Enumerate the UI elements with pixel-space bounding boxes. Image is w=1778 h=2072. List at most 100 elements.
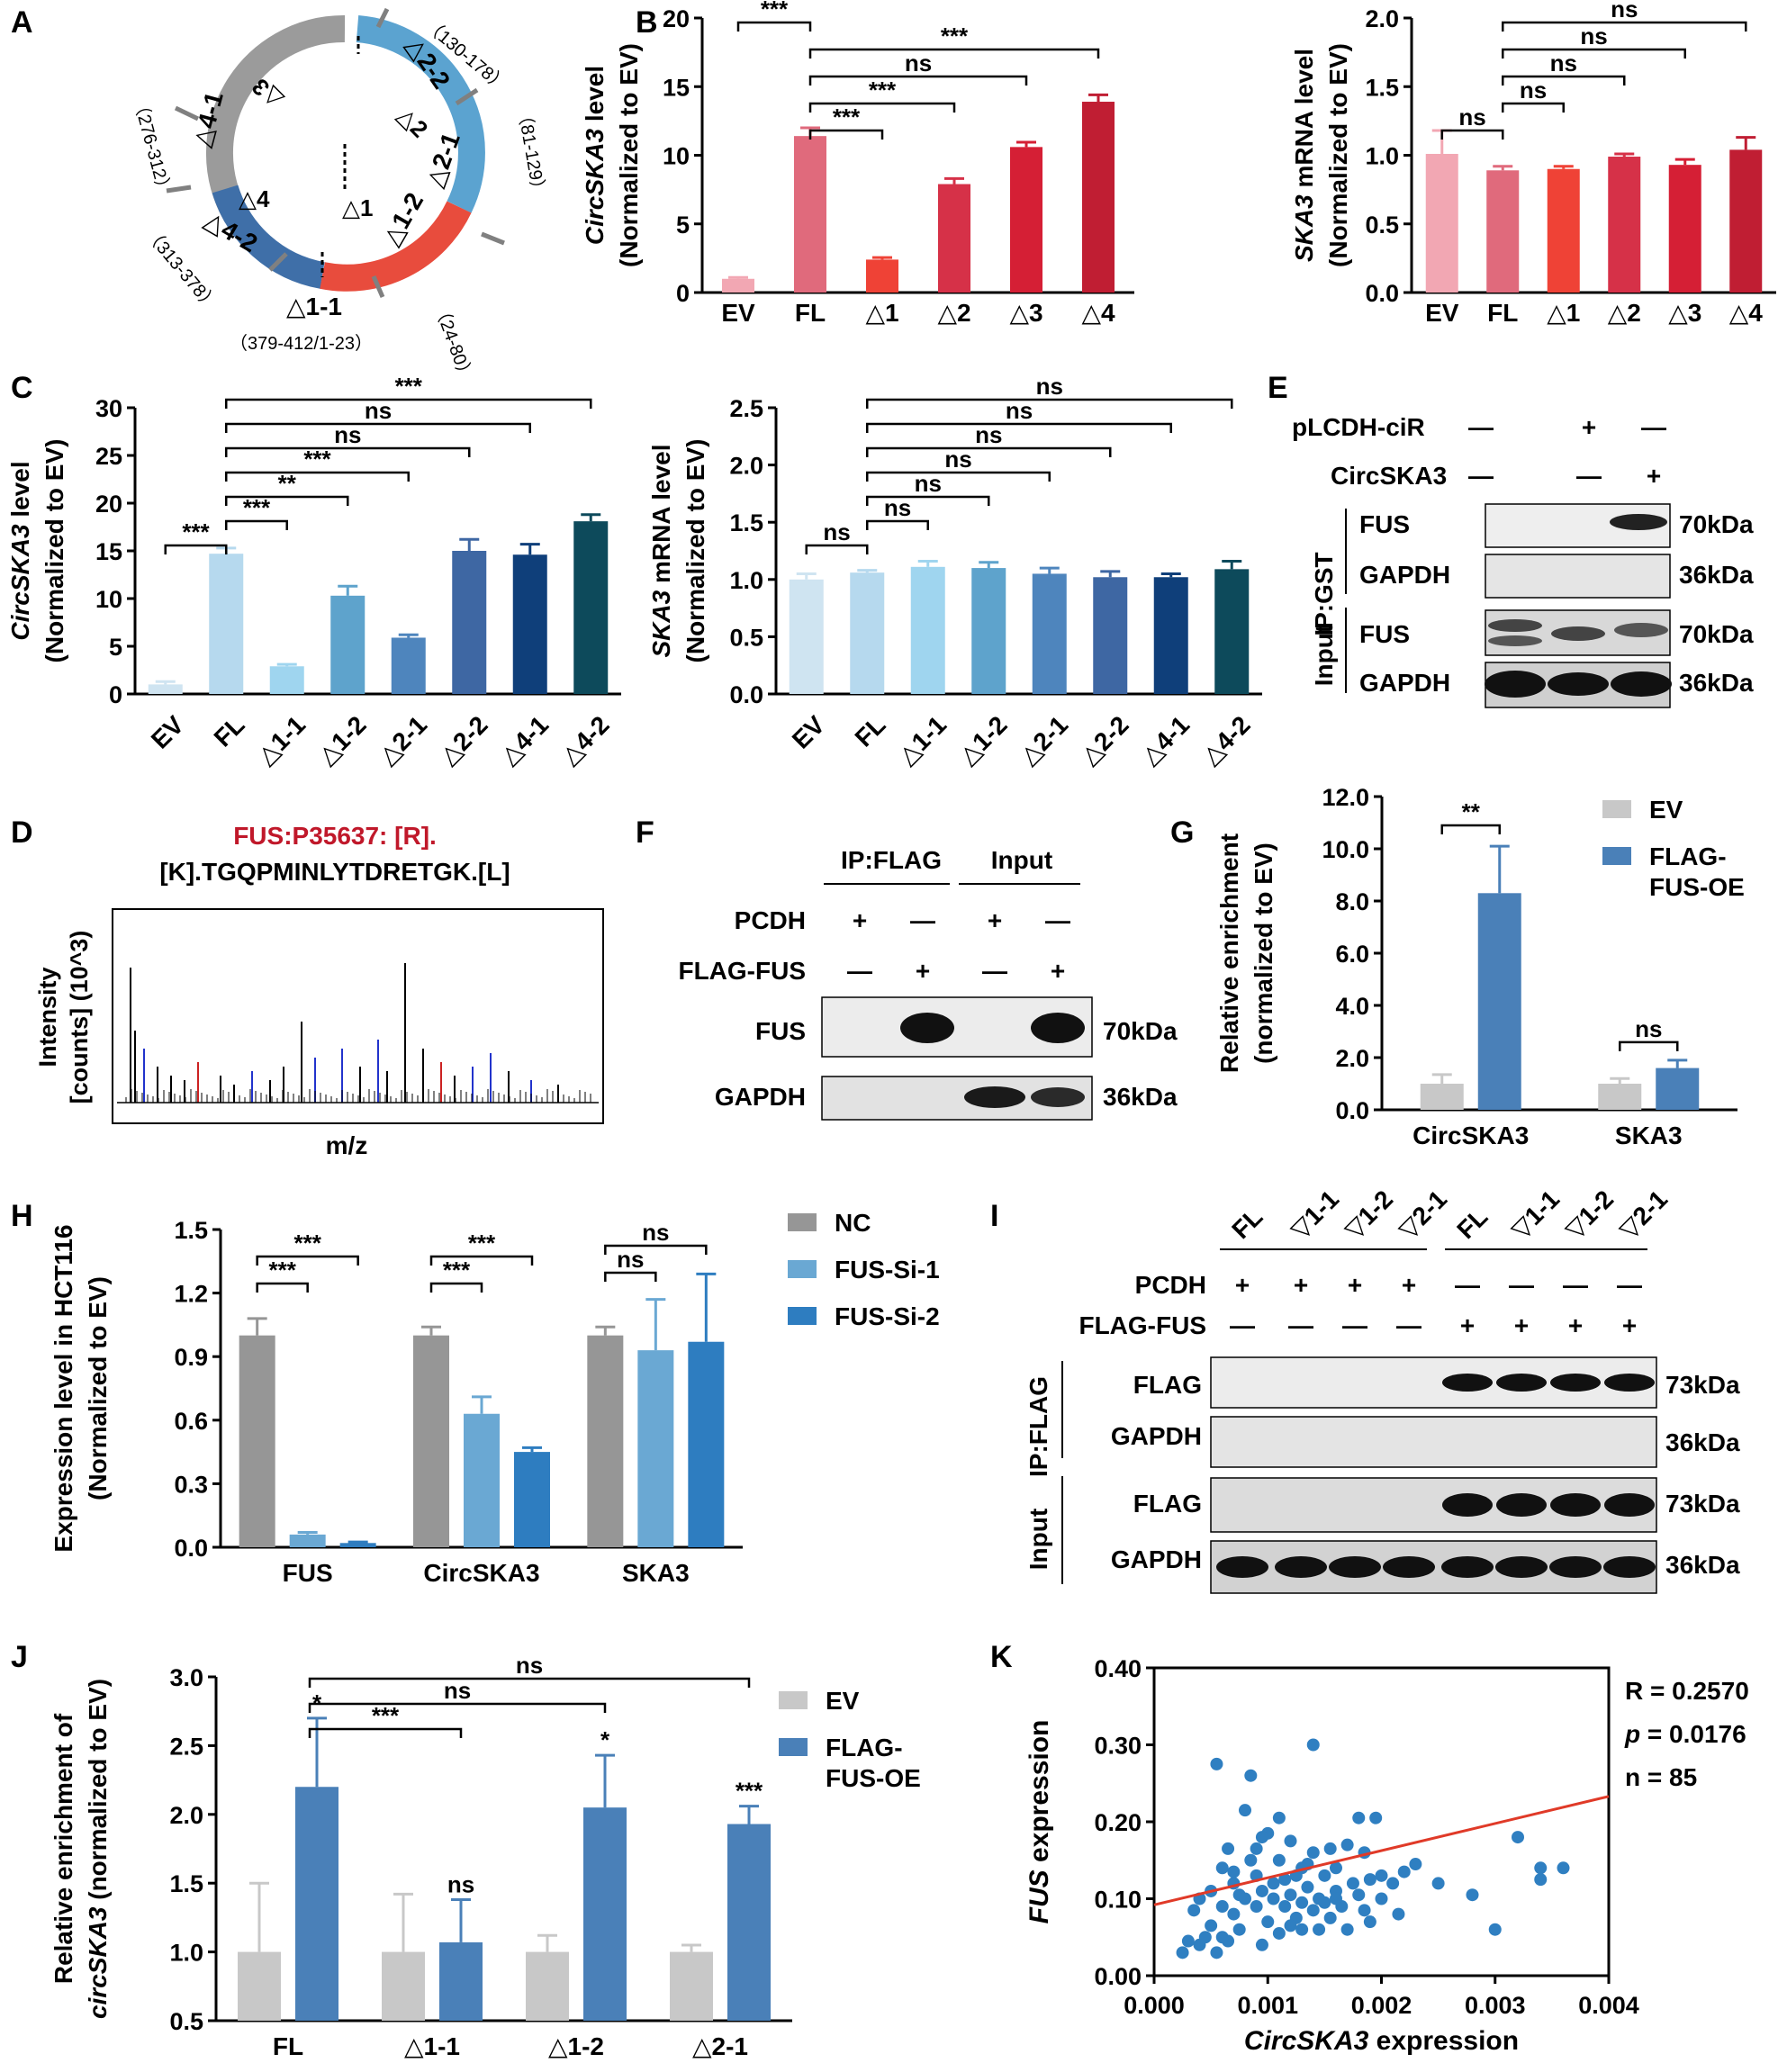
group-label-input: Input	[1310, 625, 1338, 686]
significance-bracket	[225, 519, 288, 530]
error-group	[696, 1272, 717, 1342]
significance-bracket	[1619, 1041, 1679, 1051]
significance-label: ns	[1635, 1015, 1662, 1042]
blot-band	[1216, 1556, 1268, 1578]
sign: —	[1288, 1311, 1313, 1339]
stat-n: n = 85	[1625, 1763, 1697, 1791]
significance-bracket	[1502, 102, 1565, 113]
scatter-point	[1375, 1892, 1388, 1905]
legend-swatch	[1602, 800, 1631, 818]
bar	[239, 1335, 275, 1547]
ring-segment-blue-light	[356, 15, 485, 213]
y-tick-label: 0.0	[174, 1535, 208, 1562]
blot-band	[1550, 1374, 1601, 1392]
bar	[1729, 149, 1763, 293]
blot-bands	[1216, 1374, 1656, 1578]
legend-label: EV	[1649, 796, 1683, 824]
x-tick-label: FL	[209, 710, 250, 752]
significance-bracket	[429, 1282, 483, 1293]
scatter-point	[1352, 1888, 1366, 1902]
x-tick-label: CircSKA3	[423, 1559, 539, 1587]
x-tick-label: 0.003	[1465, 1992, 1526, 2019]
significance-label: ns	[334, 421, 361, 448]
bar	[1153, 577, 1188, 694]
y-tick-label: 5	[109, 634, 122, 661]
error-group	[276, 662, 297, 667]
bar	[789, 579, 824, 694]
peptide-sequence: [K].TGQPMINLYTDRETGK.[L]	[159, 858, 510, 886]
significance-bracket	[805, 544, 869, 554]
y-tick-label: 2.0	[1335, 1045, 1369, 1072]
y-axis-label-rest: expression	[1024, 1720, 1054, 1870]
significance-bracket	[308, 1677, 751, 1688]
significance-label: ns	[915, 470, 942, 497]
blot-label: FUS	[755, 1017, 806, 1045]
significance-bracket	[225, 471, 410, 482]
scatter-point	[1301, 1880, 1314, 1894]
x-tick-label: △4-1	[494, 710, 554, 770]
significance-label: ***	[395, 373, 423, 400]
scatter-point	[1278, 1873, 1292, 1887]
legend-swatch	[779, 1738, 808, 1756]
kda-label: 36kDa	[1665, 1428, 1740, 1456]
group-label-ip-gst: IP:GST	[1310, 552, 1338, 635]
scatter-point	[1318, 1869, 1331, 1882]
y-axis-label-2: (Normalized to EV)	[84, 1276, 112, 1500]
error-group	[581, 513, 601, 522]
scatter-point	[1272, 1926, 1286, 1940]
bar	[1032, 573, 1067, 694]
kda-label: 36kDa	[1679, 561, 1754, 589]
y-tick-label: 1.0	[169, 1940, 203, 1967]
panel-letter-k: K	[990, 1640, 1013, 1674]
error-group	[1493, 165, 1513, 171]
blot-band	[1383, 1556, 1435, 1578]
scatter-point	[1227, 1865, 1241, 1878]
scatter-point	[1278, 1900, 1292, 1914]
y-tick-label: 0.00	[1094, 1963, 1142, 1990]
x-tick-label: EV	[787, 710, 831, 754]
blot-band	[1548, 672, 1609, 696]
blot-band	[1604, 1493, 1655, 1517]
lane-label: ▽1-1	[1285, 1185, 1344, 1244]
significance-bracket	[866, 422, 1172, 433]
significance-bracket	[225, 495, 349, 506]
legend-label: FUS-Si-2	[835, 1302, 940, 1330]
outer-range-2-1: （81-129）	[513, 105, 549, 200]
x-tick-label: △4	[1081, 299, 1115, 327]
legend-label: FLAG-	[826, 1734, 903, 1761]
legend-swatch	[779, 1691, 808, 1709]
chart-b-right: 0.0 0.5 1.0 1.5 2.0 SKA3 mRNA level (Normalize…	[1290, 0, 1776, 327]
x-axis-label-italic: CircSKA3	[1244, 2026, 1369, 2056]
bar	[209, 554, 244, 694]
error-group	[1039, 566, 1060, 574]
legend-swatch	[788, 1260, 817, 1278]
error-group	[595, 1325, 616, 1336]
x-tick-label: EV	[721, 299, 755, 327]
significance-label: ns	[1006, 397, 1033, 424]
bar	[1425, 153, 1458, 293]
scatter-point	[1176, 1946, 1189, 1959]
significance-label: ns	[516, 1652, 543, 1679]
x-tick-label: SKA3	[1615, 1122, 1683, 1149]
y-axis-label-rest: level	[6, 461, 34, 524]
bar	[637, 1350, 674, 1547]
x-tick-label: 0.004	[1578, 1992, 1639, 2019]
y-axis-label-2: (normalized to EV)	[1250, 842, 1277, 1064]
scatter-point	[1261, 1915, 1275, 1929]
scatter-point	[1323, 1911, 1337, 1924]
bar	[573, 521, 609, 694]
scatter-point	[1272, 1853, 1286, 1867]
chart-c-right: 0.0 0.5 1.0 1.5 2.0 2.5 SKA3 mRNA level (Normal…	[647, 373, 1262, 770]
significance-label: ns	[444, 1677, 471, 1704]
bar	[289, 1534, 326, 1547]
scatter-point	[1215, 1931, 1229, 1944]
arrow-icon	[455, 87, 479, 106]
blot-band	[1488, 635, 1542, 646]
blot-band	[1275, 1556, 1327, 1578]
error-group	[459, 537, 480, 551]
significance-label: ns	[1036, 373, 1063, 400]
error-group	[1736, 136, 1756, 150]
significance-label: ***	[468, 1230, 496, 1257]
y-tick-label: 1.2	[174, 1281, 208, 1308]
